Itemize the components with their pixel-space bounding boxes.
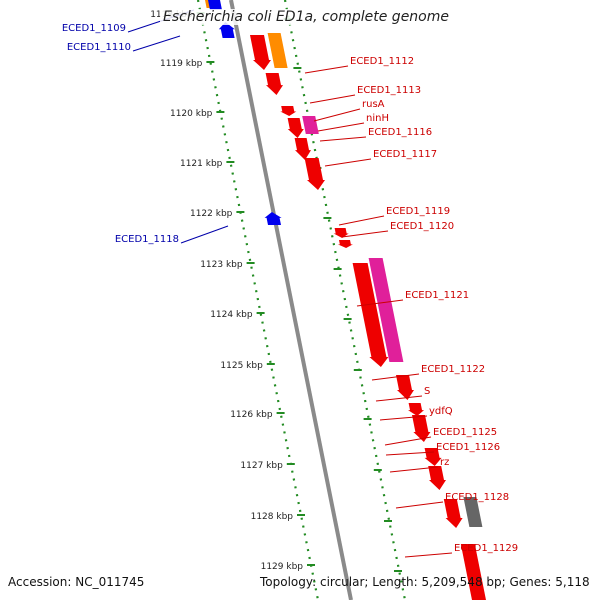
leader-ECED1_1112 <box>304 65 349 74</box>
label-rz: rz <box>440 457 449 468</box>
track-lanes <box>191 0 411 600</box>
gene-ECED1_1117 <box>294 138 312 160</box>
label-ECED1_1125: ECED1_1125 <box>433 427 497 438</box>
kbp-label: 1127 kbp <box>240 461 283 471</box>
gene-rz <box>443 499 463 528</box>
label-ydfQ: ydfQ <box>429 406 453 417</box>
leader-ECED1_1116 <box>319 136 367 142</box>
label-ECED1_1117: ECED1_1117 <box>373 149 437 160</box>
label-ECED1_1112: ECED1_1112 <box>350 56 414 67</box>
topology-text: Topology: circular; Length: 5,209,548 bp… <box>260 575 590 589</box>
kbp-label: 1122 kbp <box>190 209 233 219</box>
label-ECED1_1113: ECED1_1113 <box>357 85 421 96</box>
kbp-label: 1124 kbp <box>210 310 253 320</box>
leader-ECED1_1129 <box>404 552 453 558</box>
kbp-label: 1126 kbp <box>230 410 273 420</box>
gene-ECED1_1113 <box>265 73 284 95</box>
gene-rusA <box>280 106 297 116</box>
kbp-label: 1128 kbp <box>251 512 294 522</box>
leader-ECED1_1128 <box>395 501 444 509</box>
gene-orange-block <box>267 33 288 68</box>
kbp-label: 1129 kbp <box>261 562 304 572</box>
leader-ECED1_1122 <box>371 373 420 381</box>
label-ECED1_1128: ECED1_1128 <box>445 492 509 503</box>
genome-title: Escherichia coli ED1a, complete genome <box>160 9 452 25</box>
gene-ECED1_1128 <box>463 497 483 527</box>
leader-ydfQ <box>379 415 428 421</box>
leader-ECED1_1125 <box>384 436 432 446</box>
gene-S <box>408 403 425 416</box>
kbp-label: 1125 kbp <box>220 361 263 371</box>
gene-ECED1_1110 <box>218 22 235 38</box>
leader-ECED1_1118 <box>180 225 229 244</box>
leader-S <box>375 395 423 402</box>
leader-rz <box>389 466 439 473</box>
gene-ECED1_1118 <box>264 212 282 225</box>
label-ECED1_1126: ECED1_1126 <box>436 442 500 453</box>
label-ECED1_1119: ECED1_1119 <box>386 206 450 217</box>
gene-ECED1_1117b <box>304 158 325 190</box>
label-ninH: ninH <box>366 113 389 124</box>
gene-ECED1_1126 <box>428 466 446 490</box>
leader-ECED1_1121 <box>356 299 404 307</box>
track-band <box>191 0 411 600</box>
label-ECED1_1109: ECED1_1109 <box>62 23 126 34</box>
leader-ECED1_1120 <box>341 230 389 238</box>
label-ECED1_1118: ECED1_1118 <box>115 234 179 245</box>
leader-ninH <box>317 122 365 132</box>
gene-ECED1_1109 <box>208 0 222 10</box>
gene-ECED1_1116 <box>287 118 304 138</box>
leader-ECED1_1117 <box>324 158 372 167</box>
labels-layer: ECED1_1112 ECED1_1113 rusA ninH ECED1_1116 EC… <box>62 23 518 554</box>
label-ECED1_1122: ECED1_1122 <box>421 364 485 375</box>
right-dotted-ruler <box>283 0 407 600</box>
label-ECED1_1129: ECED1_1129 <box>454 543 518 554</box>
leader-ECED1_1110 <box>132 35 181 52</box>
gene-ydfQ <box>412 415 431 442</box>
label-ECED1_1121: ECED1_1121 <box>405 290 469 301</box>
label-ECED1_1116: ECED1_1116 <box>368 127 432 138</box>
gene-ECED1_1129 <box>460 544 486 600</box>
gene-ECED1_1121 <box>352 263 389 367</box>
left-dotted-ruler <box>196 0 320 600</box>
label-ECED1_1110: ECED1_1110 <box>67 42 131 53</box>
gene-ECED1_1121-magenta <box>368 258 404 362</box>
gene-ECED1_1120 <box>337 240 353 248</box>
leader-ECED1_1113 <box>309 94 356 104</box>
gene-ECED1_1119 <box>333 228 349 238</box>
label-ECED1_1120: ECED1_1120 <box>390 221 454 232</box>
leader-ECED1_1126 <box>385 451 435 456</box>
kbp-label: 1119 kbp <box>160 59 203 69</box>
label-rusA: rusA <box>362 99 385 110</box>
gene-ECED1_1112 <box>250 35 271 70</box>
backbone-line <box>229 0 353 600</box>
leader-rusA <box>313 108 361 122</box>
leader-ECED1_1119 <box>338 215 385 226</box>
kbp-label: 1123 kbp <box>200 260 243 270</box>
kbp-label: 1121 kbp <box>180 159 223 169</box>
gene-ECED1_1122 <box>396 375 414 400</box>
genes-layer <box>205 0 486 600</box>
label-leaders <box>127 9 453 558</box>
accession-text: Accession: NC_011745 <box>8 575 145 589</box>
kbp-label: 1120 kbp <box>170 109 213 119</box>
label-S: S <box>424 386 430 397</box>
